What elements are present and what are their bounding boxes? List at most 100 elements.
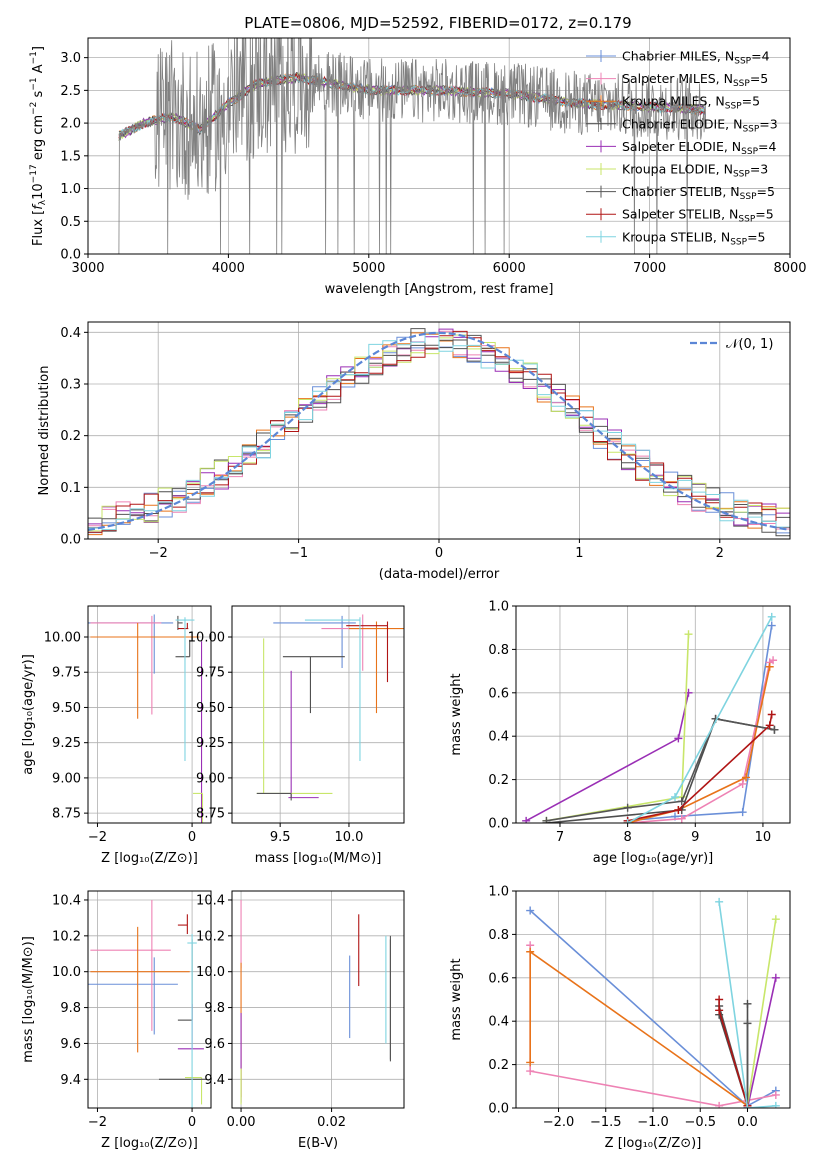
mass-weight-marker	[526, 906, 535, 915]
x-axis-label: mass [log₁₀(M/M⊙)]	[255, 851, 382, 866]
panel-age-vs-mass: 9.5 10.0 8.75 9.00 9.25 9.50 9.75 10.00 mass [lo…	[188, 605, 405, 866]
legend-value: =4	[758, 139, 776, 154]
x-tick-label: 5000	[352, 261, 385, 276]
y-tick-label: 9.50	[196, 701, 225, 716]
x-tick-label: 2	[716, 546, 724, 561]
y-axis-label: Flux [fλ10−17 erg cm−2 s−1 A−1]	[29, 46, 48, 246]
y-tick-label: 9.25	[52, 736, 81, 751]
x-tick-label: 0	[188, 830, 196, 845]
x-tick-label: −2	[88, 830, 107, 845]
y-tick-label: 10.0	[196, 965, 225, 980]
legend-subscript: SSP	[725, 102, 742, 112]
mass-weight-marker	[522, 816, 531, 823]
mass-weight-marker	[684, 630, 693, 639]
x-tick-label: 6000	[493, 261, 526, 276]
y-tick-label: 9.75	[52, 666, 81, 681]
y-tick-label: 0.6	[488, 971, 509, 986]
y-tick-label: 9.4	[204, 1073, 225, 1088]
panel-age-vs-Z: −2 0 8.75 9.00 9.25 9.50 9.75 10.00 Z [log₁₀(Z/Z…	[21, 605, 212, 866]
legend-subscript: SSP	[733, 170, 750, 180]
y-tick-label: 3.0	[60, 51, 81, 66]
x-tick-label: 8	[623, 830, 631, 845]
x-tick-label: 3000	[71, 261, 104, 276]
y-tick-label: 0.0	[60, 248, 81, 263]
y-tick-label: 9.00	[196, 771, 225, 786]
panel-massweight-vs-age: 7 8 9 10 0.0 0.2 0.4 0.6 0.8 1.0 age [log₁₀(age/yr…	[449, 600, 791, 866]
y-tick-label: 10.00	[44, 631, 81, 646]
mass-weight-line	[627, 625, 773, 822]
y-tick-label: 10.0	[52, 965, 81, 980]
y-tick-label: 9.6	[60, 1037, 81, 1052]
legend-subscript: SSP	[733, 79, 750, 89]
y-tick-label: 0.4	[60, 326, 81, 341]
legend-text: Salpeter ELODIE, N	[622, 139, 741, 154]
legend-entry: Salpeter ELODIE, NSSP=4	[622, 139, 777, 157]
legend-entry: Kroupa STELIB, NSSP=5	[622, 229, 766, 247]
mass-weight-marker	[677, 814, 686, 823]
y-tick-label: 0.2	[60, 429, 81, 444]
panel-residuals: −2 −1 0 1 2 0.0 0.1 0.2 0.3 0.4 (data-model)/error…	[37, 321, 791, 582]
legend-value: =5	[757, 184, 775, 199]
y-tick-label: 0.4	[488, 730, 509, 745]
x-tick-label: −1.0	[637, 1115, 669, 1130]
x-tick-label: 8000	[773, 261, 806, 276]
legend-value: =5	[747, 229, 765, 244]
legend-entry: Chabrier ELODIE, NSSP=3	[622, 116, 778, 134]
y-tick-label: 9.6	[204, 1037, 225, 1052]
plot-area-massweight-vs-Z	[526, 897, 780, 1108]
legend-entry: Kroupa ELODIE, NSSP=3	[622, 162, 768, 180]
legend-text: Chabrier ELODIE, N	[622, 116, 742, 131]
plot-area-mass-vs-EBV	[240, 899, 391, 1105]
y-tick-label: 0.6	[488, 686, 509, 701]
y-tick-label: 0.0	[60, 533, 81, 548]
mass-weight-marker	[771, 1101, 780, 1108]
legend-value: =4	[751, 49, 769, 64]
x-axis-label: age [log₁₀(age/yr)]	[593, 851, 714, 866]
axes-frame	[515, 605, 791, 824]
legend-entry: Salpeter MILES, NSSP=5	[622, 71, 768, 89]
mass-weight-marker	[715, 1006, 724, 1015]
mass-weight-marker	[771, 973, 780, 982]
y-tick-label: 1.0	[488, 885, 509, 900]
mass-weight-marker	[767, 621, 776, 630]
y-tick-label: 9.25	[196, 736, 225, 751]
y-tick-label: 1.5	[60, 149, 81, 164]
y-tick-label: 10.4	[52, 893, 81, 908]
mass-weight-line	[718, 901, 776, 1108]
axes-frame	[231, 605, 405, 824]
mass-weight-marker	[677, 797, 686, 806]
y-tick-label: 0.2	[488, 773, 509, 788]
mass-weight-marker	[771, 915, 780, 924]
mass-weight-marker	[765, 721, 774, 730]
legend-text: Chabrier MILES, N	[622, 49, 734, 64]
plot-area-age-vs-Z	[88, 614, 204, 823]
y-tick-label: 10.4	[196, 893, 225, 908]
mass-weight-line	[525, 692, 690, 822]
y-tick-label: 1.0	[60, 182, 81, 197]
mass-weight-marker	[738, 779, 747, 788]
panel-mass-vs-Z: −2 0 9.4 9.6 9.8 10.0 10.2 10.4 Z [log₁₀(Z/Z⊙)] m…	[21, 890, 212, 1151]
x-tick-label: −2.0	[543, 1115, 575, 1130]
legend-text: Kroupa ELODIE, N	[622, 162, 733, 177]
x-tick-label: 0	[435, 546, 443, 561]
y-tick-label: 0.0	[488, 1102, 509, 1117]
y-tick-label: 8.75	[196, 807, 225, 822]
y-tick-label: 9.75	[196, 666, 225, 681]
x-tick-label: 9	[691, 830, 699, 845]
legend-subscript: SSP	[740, 192, 757, 202]
x-tick-label: 7000	[633, 261, 666, 276]
y-tick-label: 0.5	[60, 215, 81, 230]
axes-frame	[231, 890, 405, 1109]
mass-weight-marker	[769, 656, 778, 665]
mass-weight-marker	[743, 999, 752, 1008]
axes-frame	[87, 890, 212, 1109]
x-axis-label: Z [log₁₀(Z/Z⊙)]	[101, 1136, 198, 1151]
mass-weight-marker	[542, 816, 551, 823]
mass-weight-marker	[715, 1101, 724, 1108]
x-axis-label: Z [log₁₀(Z/Z⊙)]	[101, 851, 198, 866]
legend-value: =3	[750, 162, 768, 177]
mass-weight-line	[529, 950, 748, 1107]
y-axis-label: mass [log₁₀(M/M⊙)]	[21, 936, 36, 1063]
mass-weight-line	[718, 999, 749, 1107]
legend-label: 𝒩(0, 1)	[726, 337, 773, 352]
